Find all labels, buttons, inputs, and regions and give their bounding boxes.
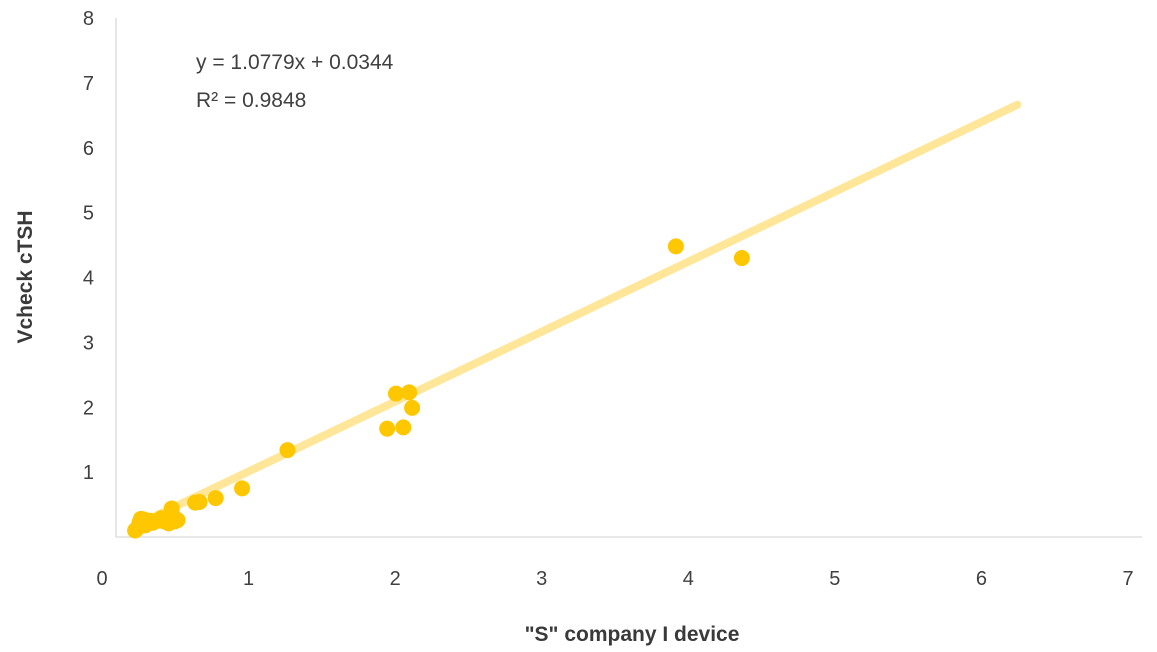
data-point (395, 419, 412, 436)
x-tick-label: 3 (536, 568, 547, 590)
y-tick-label: 1 (83, 462, 94, 484)
y-tick-label: 8 (83, 8, 94, 30)
r-squared-label: R² = 0.9848 (196, 89, 306, 112)
y-tick-label: 3 (83, 332, 94, 354)
data-point (401, 384, 418, 401)
x-tick-label: 2 (390, 568, 401, 590)
y-tick-label: 2 (83, 397, 94, 419)
data-point (404, 399, 421, 416)
x-axis-title: "S" company I device (525, 623, 740, 646)
data-point (387, 385, 404, 402)
data-point (207, 490, 224, 507)
data-point (379, 420, 396, 437)
x-tick-label: 5 (829, 568, 840, 590)
data-point (667, 238, 684, 255)
trendline-equation: y = 1.0779x + 0.0344 (196, 51, 394, 74)
y-axis-title: Vcheck cTSH (14, 210, 37, 343)
y-tick-label: 6 (83, 138, 94, 160)
trendline (131, 100, 1022, 530)
trendline-layer (131, 100, 1022, 530)
y-tick-labels: 1 2 3 4 5 6 7 8 (83, 8, 94, 484)
x-tick-label: 7 (1122, 568, 1133, 590)
data-point (234, 480, 251, 497)
axes (115, 18, 1142, 538)
x-tick-label: 6 (976, 568, 987, 590)
x-tick-label: 4 (683, 568, 694, 590)
y-tick-label: 5 (83, 203, 94, 225)
x-tick-labels: 0 1 2 3 4 5 6 7 (96, 568, 1133, 590)
x-tick-label: 0 (96, 568, 107, 590)
data-point (169, 512, 186, 529)
data-point (191, 493, 208, 510)
data-points (127, 238, 750, 539)
x-tick-label: 1 (243, 568, 254, 590)
y-tick-label: 4 (83, 268, 94, 290)
data-point (279, 442, 296, 459)
y-tick-label: 7 (83, 73, 94, 95)
data-point (733, 250, 750, 267)
